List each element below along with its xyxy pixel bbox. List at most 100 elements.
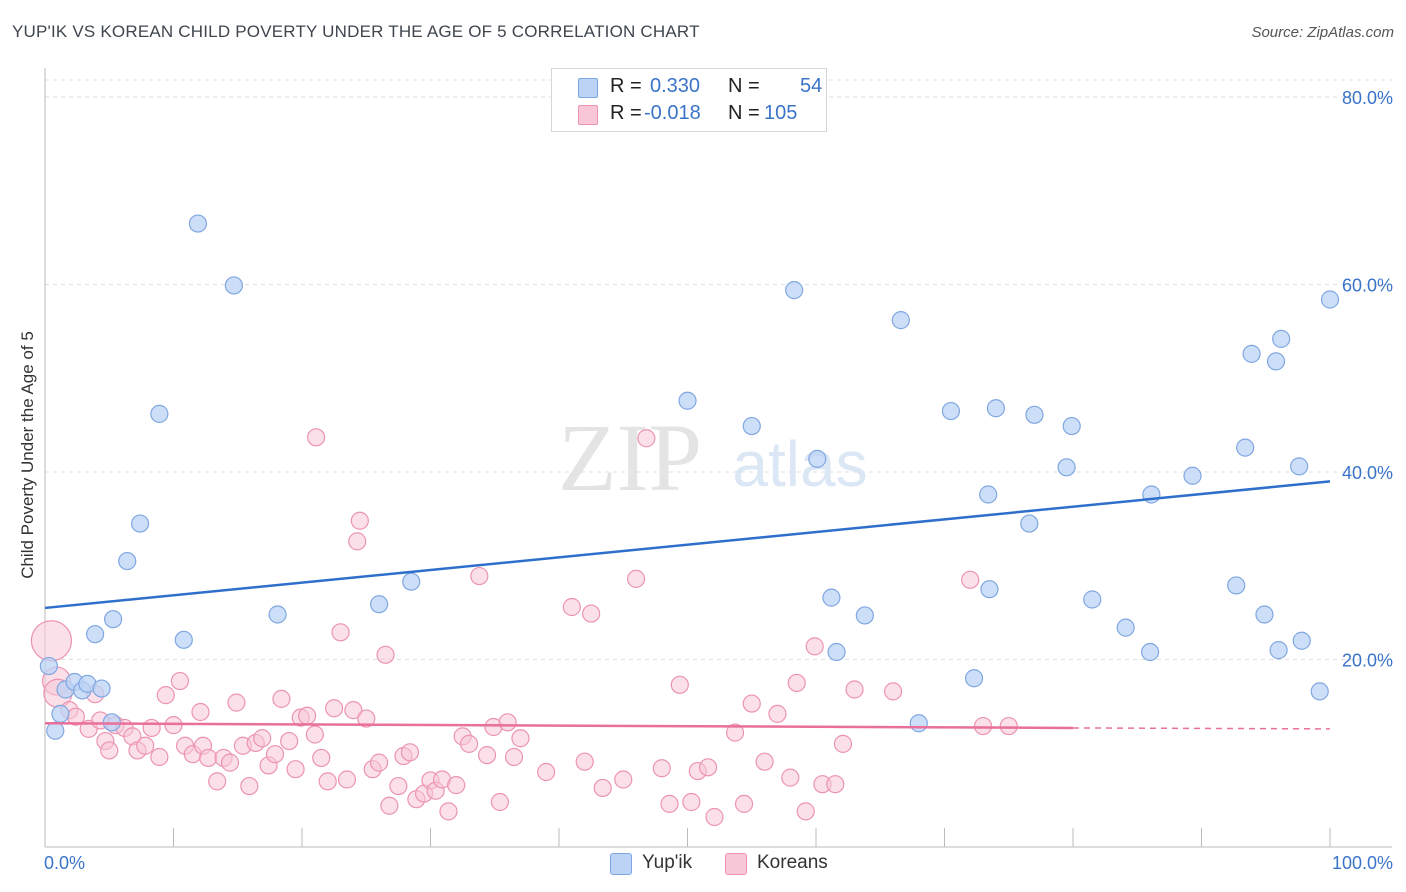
koreans-point <box>199 748 218 768</box>
koreans-point <box>511 729 530 748</box>
koreans-point <box>826 775 845 794</box>
yupik-point <box>827 642 846 662</box>
yupik-point <box>1310 682 1329 701</box>
yupik-point <box>1025 405 1044 424</box>
yupik-point <box>1290 457 1309 476</box>
koreans-trendline <box>44 722 1074 730</box>
koreans-point <box>220 753 240 772</box>
koreans-point <box>208 772 227 791</box>
koreans-point <box>318 772 337 791</box>
yupik-point <box>1020 514 1039 533</box>
koreans-swatch <box>725 853 747 875</box>
koreans-point <box>305 725 324 744</box>
koreans-point <box>298 706 317 725</box>
koreans-point <box>348 532 367 551</box>
koreans-point <box>240 776 259 796</box>
koreans-point <box>961 570 980 589</box>
koreans-point <box>265 745 285 764</box>
koreans-point <box>350 511 369 530</box>
koreans-point <box>380 796 399 815</box>
koreans-point <box>170 671 190 691</box>
koreans-point <box>787 673 806 693</box>
koreans-point <box>498 713 517 732</box>
koreans-point <box>705 807 724 827</box>
koreans-point <box>272 689 291 708</box>
koreans-point <box>156 686 175 705</box>
yupik-point <box>1062 416 1081 436</box>
koreans-point <box>725 723 745 742</box>
yupik-point <box>1242 344 1261 363</box>
r-label: R = <box>610 75 642 97</box>
correlation-legend: R = 0.330 N = 54 R = -0.018 N = 105 <box>551 68 827 132</box>
x-tick-label: 100.0% <box>1332 853 1393 873</box>
koreans-point <box>660 794 679 813</box>
yupik-point <box>964 669 984 688</box>
yupik-point <box>941 401 961 421</box>
y-tick-label: 60.0% <box>1342 276 1393 296</box>
yupik-point <box>92 679 111 698</box>
koreans-point <box>490 792 509 812</box>
koreans-point <box>614 770 633 789</box>
watermark-zip: ZIP <box>558 404 702 511</box>
n-value: 105 <box>764 102 798 124</box>
yupik-point <box>891 311 910 330</box>
koreans-swatch <box>578 105 598 125</box>
yupik-point <box>1272 329 1291 348</box>
koreans-point <box>253 729 272 748</box>
koreans-point <box>227 693 246 712</box>
koreans-point <box>698 758 718 777</box>
yupik-point <box>104 610 123 629</box>
source-label: Source: ZipAtlas.com <box>1251 24 1394 41</box>
n-label: N = <box>728 75 760 97</box>
yupik-swatch <box>578 78 598 98</box>
koreans-points <box>30 428 1018 827</box>
yupik-point <box>46 721 65 740</box>
yupik-point <box>1057 458 1076 477</box>
koreans-point <box>447 776 466 795</box>
y-tick-label: 40.0% <box>1342 463 1393 483</box>
yupik-point <box>1183 466 1202 485</box>
koreans-point <box>755 752 774 771</box>
koreans-point <box>376 645 395 664</box>
koreans-point <box>626 569 646 588</box>
yupik-point <box>1269 641 1288 660</box>
yupik-points <box>39 214 1340 740</box>
yupik-point <box>678 391 697 410</box>
koreans-point <box>768 704 787 723</box>
watermark: ZIP atlas <box>558 404 868 511</box>
koreans-point <box>307 428 326 447</box>
koreans-point <box>504 747 524 767</box>
koreans-point <box>400 743 420 762</box>
yupik-point <box>1083 590 1102 609</box>
n-label: N = <box>728 102 760 124</box>
koreans-point <box>331 623 350 642</box>
koreans-point <box>312 748 331 768</box>
koreans-point <box>593 778 612 798</box>
koreans-point <box>136 736 155 755</box>
yupik-point <box>268 605 287 624</box>
yupik-point <box>980 580 999 599</box>
yupik-point <box>39 656 58 676</box>
koreans-point <box>973 716 993 736</box>
koreans-point <box>637 429 656 448</box>
koreans-point <box>562 597 581 617</box>
chart-title: YUP'IK VS KOREAN CHILD POVERTY UNDER THE… <box>12 22 700 41</box>
yupik-point <box>118 551 137 571</box>
koreans-point <box>150 747 169 767</box>
yupik-point <box>808 449 827 468</box>
yupik-point <box>742 416 761 436</box>
x-tick-label: 0.0% <box>44 853 85 873</box>
koreans-point <box>999 716 1018 736</box>
yupik-point <box>1320 290 1340 309</box>
yupik-point <box>1266 352 1286 371</box>
koreans-point <box>389 776 408 796</box>
koreans-point <box>164 716 183 735</box>
koreans-point <box>286 760 305 779</box>
yupik-point <box>1255 605 1274 624</box>
yupik-point <box>785 281 804 300</box>
yupik-point <box>150 404 169 423</box>
y-tick-label: 20.0% <box>1342 651 1393 671</box>
koreans-point <box>370 753 389 772</box>
yupik-point <box>51 704 70 723</box>
